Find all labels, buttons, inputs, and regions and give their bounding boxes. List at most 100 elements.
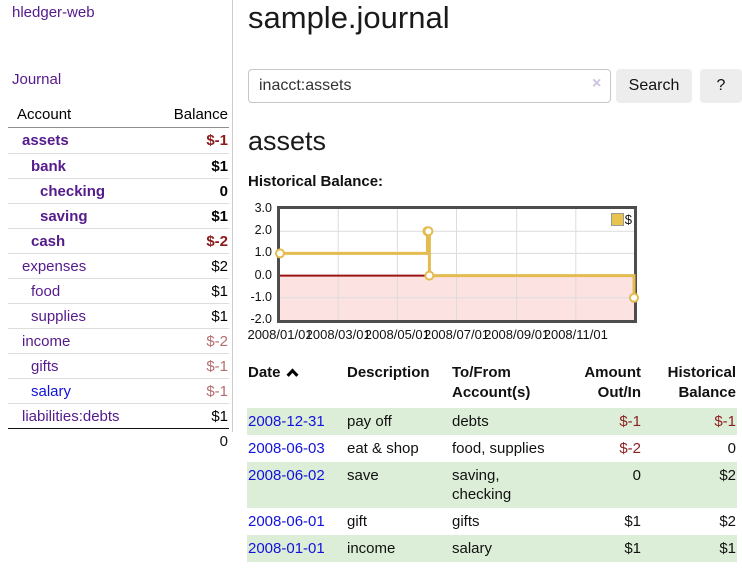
- account-balance: $-1: [206, 382, 228, 400]
- transaction-date-link[interactable]: 2008-06-01: [248, 513, 325, 530]
- transaction-description: eat & shop: [347, 440, 419, 457]
- sidebar-account-food: food $1: [8, 278, 229, 303]
- account-balance: $-2: [206, 332, 228, 350]
- data-point-marker: [275, 248, 285, 259]
- account-balance: $-1: [206, 132, 228, 149]
- account-balance: $1: [211, 157, 228, 175]
- balance-column-header: Historical Balance: [667, 364, 736, 401]
- account-link[interactable]: checking: [40, 182, 106, 200]
- account-link[interactable]: cash: [31, 232, 66, 250]
- y-tick-label: 3.0: [254, 201, 272, 215]
- amount-column-header: Amount Out/In: [584, 364, 641, 401]
- x-tick-label: 2008/05/01: [364, 327, 430, 342]
- account-link[interactable]: salary: [31, 382, 72, 400]
- account-balance: $1: [211, 282, 228, 300]
- data-point-marker: [424, 270, 435, 281]
- data-point-marker: [629, 292, 639, 303]
- x-tick-label: 2008/09/01: [484, 327, 550, 342]
- sidebar-account-saving: saving $1: [8, 203, 229, 228]
- sidebar-account-table: Account Balance assets $-1 bank $1 check…: [8, 104, 229, 453]
- account-link[interactable]: food: [31, 282, 61, 300]
- register-table: Date Description To/From Account(s) Amou…: [247, 363, 737, 562]
- transaction-account: debts: [452, 413, 489, 430]
- data-point-marker: [423, 226, 434, 237]
- sidebar-account-liabilities-debts: liabilities:debts $1: [8, 403, 229, 428]
- account-balance: $1: [211, 207, 228, 225]
- sidebar-account-supplies: supplies $1: [8, 303, 229, 328]
- account-heading: assets: [248, 126, 327, 156]
- y-tick-label: -1.0: [250, 289, 272, 304]
- account-link[interactable]: saving: [40, 207, 88, 225]
- transaction-amount: $-2: [619, 440, 641, 457]
- transaction-description: save: [347, 467, 379, 484]
- legend-label: $: [624, 212, 632, 227]
- clear-search-icon[interactable]: ×: [592, 75, 602, 92]
- register-table-header: Date Description To/From Account(s) Amou…: [247, 363, 737, 403]
- account-balance: $1: [211, 307, 228, 325]
- account-link[interactable]: supplies: [31, 307, 87, 325]
- transaction-date-link[interactable]: 2008-01-01: [248, 540, 325, 557]
- app-title[interactable]: hledger-web: [12, 4, 95, 21]
- sort-ascending-icon: [285, 363, 299, 383]
- transaction-balance: $1: [719, 540, 736, 557]
- chart-title: Historical Balance:: [248, 173, 384, 190]
- chart-plot-area[interactable]: [275, 209, 639, 320]
- account-balance: $2: [211, 257, 228, 275]
- table-row: 2008-12-31 pay off debts $-1 $-1: [247, 408, 737, 435]
- transaction-balance: $2: [719, 513, 736, 530]
- account-link[interactable]: bank: [31, 157, 67, 175]
- transaction-date-link[interactable]: 2008-12-31: [248, 413, 325, 430]
- sidebar-total-row: 0: [8, 428, 229, 453]
- sidebar-account-income: income $-2: [8, 328, 229, 353]
- balance-column-header: Balance: [173, 106, 228, 123]
- transaction-account: salary: [452, 540, 493, 557]
- y-tick-label: 0.0: [254, 267, 272, 282]
- account-link[interactable]: liabilities:debts: [22, 407, 120, 425]
- legend-swatch-icon: [610, 213, 624, 226]
- account-link[interactable]: assets: [22, 132, 69, 149]
- transaction-description: pay off: [347, 413, 392, 430]
- sidebar-account-bank: bank $1: [8, 153, 229, 178]
- transaction-amount: $-1: [619, 413, 641, 430]
- table-row: 2008-06-01 gift gifts $1 $2: [247, 508, 737, 535]
- account-link[interactable]: gifts: [31, 357, 59, 375]
- search-button[interactable]: Search: [616, 69, 692, 103]
- account-table-header: Account Balance: [8, 104, 229, 128]
- sidebar-account-salary: salary $-1: [8, 378, 229, 403]
- transaction-account: saving, checking: [452, 467, 512, 503]
- y-tick-label: -2.0: [250, 312, 272, 326]
- account-balance: $-1: [206, 357, 228, 375]
- transaction-description: gift: [347, 513, 368, 530]
- x-tick-label: 2008/07/01: [423, 327, 490, 342]
- x-tick-label: 2008/03/01: [305, 327, 371, 342]
- transaction-amount: $1: [624, 513, 641, 530]
- table-row: 2008-01-01 income salary $1 $1: [247, 535, 737, 562]
- x-tick-label: 2008/11/01: [543, 327, 608, 342]
- balance-chart[interactable]: $: [275, 206, 639, 323]
- transaction-amount: 0: [632, 467, 641, 484]
- sidebar-account-gifts: gifts $-1: [8, 353, 229, 378]
- account-column-header: To/From Account(s): [452, 364, 531, 401]
- transaction-date-link[interactable]: 2008-06-02: [248, 467, 325, 484]
- transaction-amount: $1: [624, 540, 641, 557]
- transaction-account: food, supplies: [452, 440, 545, 457]
- date-column-header[interactable]: Date: [247, 363, 347, 403]
- sidebar-divider: [232, 0, 233, 432]
- transaction-balance: $-1: [714, 413, 736, 430]
- y-tick-label: 2.0: [254, 223, 272, 238]
- page-title: sample.journal: [248, 0, 450, 35]
- description-column-header: Description: [347, 364, 430, 381]
- chart-legend: $: [610, 212, 632, 227]
- sidebar-account-cash: cash $-2: [8, 228, 229, 253]
- y-tick-label: 1.0: [254, 245, 272, 260]
- transaction-date-link[interactable]: 2008-06-03: [248, 440, 325, 457]
- account-link[interactable]: expenses: [22, 257, 87, 275]
- account-link[interactable]: income: [22, 332, 71, 350]
- transaction-balance: 0: [727, 440, 736, 457]
- search-input[interactable]: [248, 69, 611, 103]
- help-button[interactable]: ?: [700, 69, 742, 103]
- account-column-header: Account: [17, 106, 72, 123]
- sidebar-account-checking: checking 0: [8, 178, 229, 203]
- nav-journal-link[interactable]: Journal: [12, 71, 62, 88]
- transaction-description: income: [347, 540, 396, 557]
